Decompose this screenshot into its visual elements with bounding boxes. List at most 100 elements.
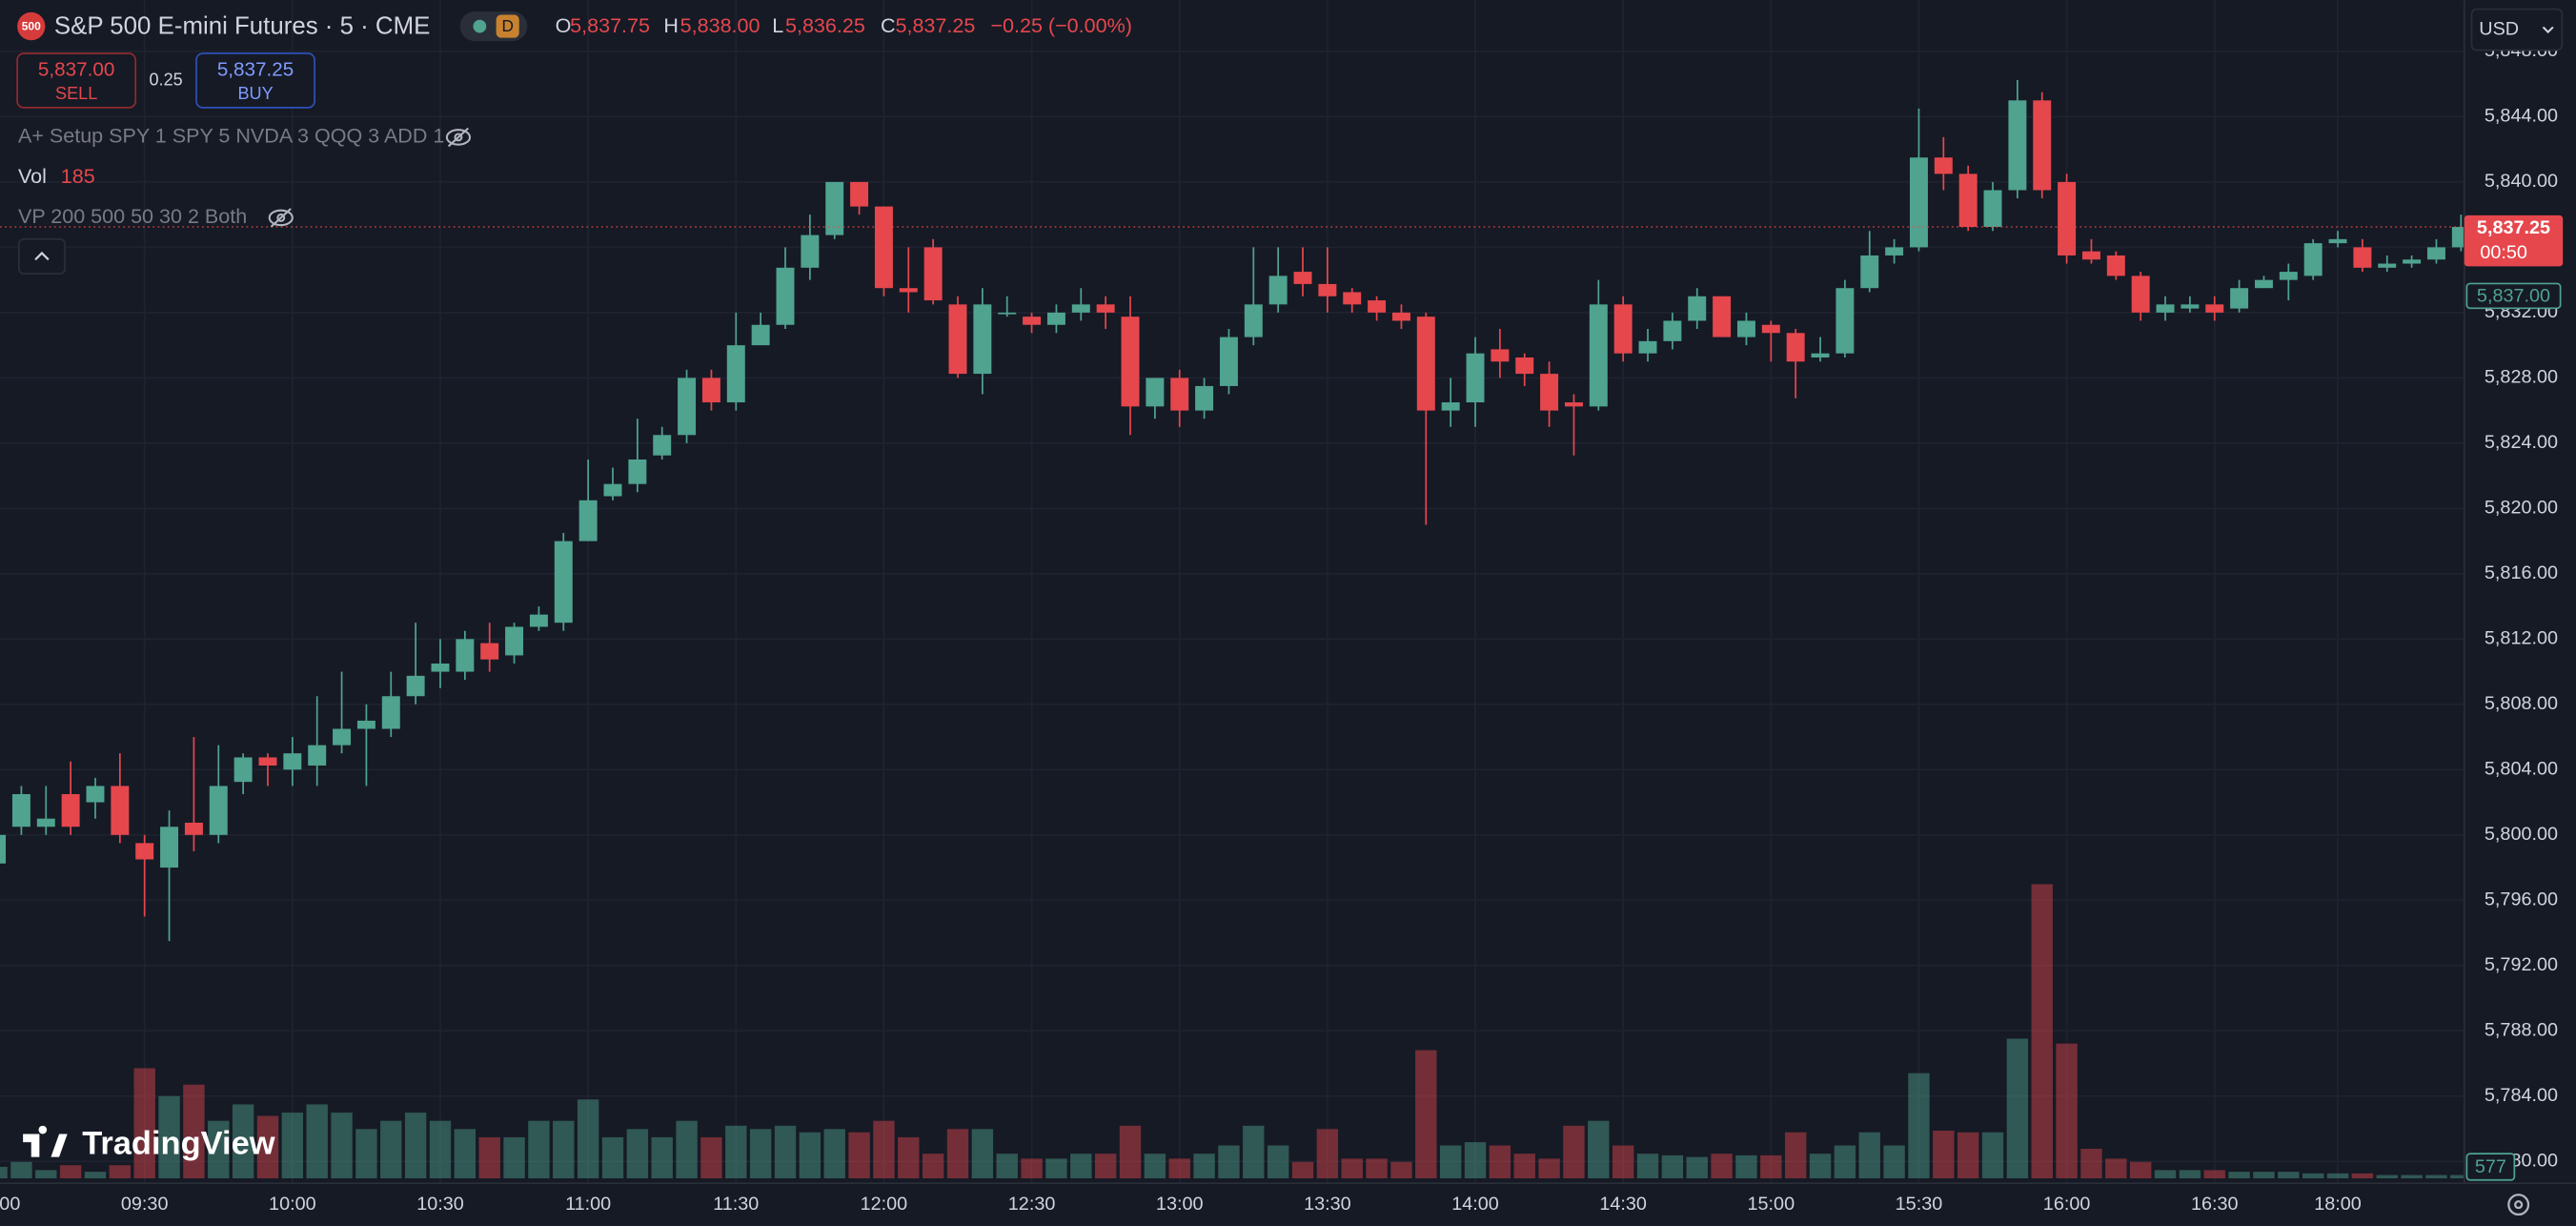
candle-body [1811,353,1830,358]
volume-legend-key[interactable]: Vol [18,165,47,188]
volume-bar [700,1136,722,1179]
volume-bar [2006,1038,2029,1179]
settings-icon[interactable] [2507,1194,2530,1216]
candle-body [2180,304,2200,309]
indicator-legend[interactable]: A+ Setup SPY 1 SPY 5 NVDA 3 QQQ 3 ADD 1 [18,125,444,148]
volume-legend-value: 185 [61,165,95,188]
volume-bar [2278,1172,2300,1179]
candles [0,79,2464,942]
grid [0,0,2464,1184]
hide-icon[interactable] [445,127,472,148]
candle-body [1663,320,1682,341]
ohlc-value: 5,837.75 [570,14,650,37]
candle-body [2058,181,2077,255]
interval-badge-text: D [501,16,513,35]
candle-body [1195,385,1214,411]
volume-bar [799,1132,821,1179]
candle-body [308,745,327,766]
candle-body [431,664,450,672]
price-axis-bg [2464,0,2576,1184]
volume-bar [1661,1154,1684,1179]
volume-bar [1243,1125,1265,1179]
volume-bar [1588,1120,1610,1179]
candle-body [11,793,30,828]
x-tick-label: 15:00 [1748,1194,1795,1215]
volume-bar [256,1115,279,1179]
volume-bar [1711,1154,1733,1179]
price-label-box [2464,215,2564,267]
candle-body [678,378,697,436]
candle-body [1244,304,1263,337]
candle-body [1934,157,1953,174]
ohlc-key: H [663,14,679,37]
x-tick-label: 14:30 [1599,1194,1647,1215]
volume-bar [1168,1158,1190,1179]
candle-body [2328,238,2347,244]
volume-bar [158,1095,180,1179]
candle-body [899,288,918,293]
hide-icon[interactable] [268,208,294,228]
candle-body [1096,304,1115,313]
volume-bar [601,1136,624,1179]
volume-bar [1636,1154,1659,1179]
y-tick-label: 5,800.00 [2485,824,2558,845]
price-label: 5,837.25 [2477,217,2550,238]
volume-bar [2401,1175,2423,1179]
candle-body [2378,263,2397,268]
candle-body [1836,288,1855,354]
volume-bar [749,1129,772,1179]
x-tick-label: 12:00 [861,1194,908,1215]
candle-body [1318,283,1337,296]
volume-bar [1291,1161,1314,1179]
volume-bar [2179,1170,2201,1179]
sell-button[interactable] [16,52,137,109]
volume-bar [478,1136,500,1179]
candle-body [209,786,228,835]
candle-body [2451,226,2464,248]
sell-price: 5,837.00 [38,59,114,81]
candle-body [776,267,795,325]
volume-bar [725,1125,747,1179]
x-tick-label: 15:30 [1896,1194,1943,1215]
candle-body [874,206,893,289]
buy-button[interactable] [195,52,315,109]
candle-body [2131,276,2150,313]
volume-bar [2056,1043,2078,1179]
volume-bar [2253,1172,2275,1179]
candle-body [1219,337,1238,386]
volume-bar [1760,1154,1782,1179]
price-label-box [2465,282,2562,310]
volume-bar [1883,1145,1905,1179]
indicator-legend[interactable]: VP 200 500 50 30 2 Both [18,205,247,228]
volume-bar [1834,1145,1856,1179]
volume-bar [528,1120,550,1179]
volume-bar [2302,1173,2324,1179]
volume-bar [922,1154,944,1179]
candle-body [456,639,475,672]
candle-body [1958,174,1978,227]
candle-body [480,643,499,660]
x-tick-label: 13:00 [1156,1194,1204,1215]
volume-label: 577 [2475,1156,2506,1177]
symbol-title[interactable]: S&P 500 E-mini Futures · 5 · CME [54,12,430,39]
currency-button[interactable] [2470,8,2564,51]
candle-body [2230,288,2249,309]
x-tick-label: 10:00 [269,1194,316,1215]
candle-body [751,324,770,346]
volume-bar [1415,1050,1437,1179]
candle-body [603,483,622,497]
volume-label-box [2465,1153,2516,1181]
y-tick-label: 5,840.00 [2485,171,2558,192]
x-tick-label: 18:00 [2314,1194,2362,1215]
volume-bar [1193,1154,1215,1179]
candle-body [36,818,55,828]
collapse-button[interactable] [17,237,66,275]
candle-body [529,614,548,627]
x-tick-label: 16:30 [2191,1194,2239,1215]
candle-body [1071,304,1090,313]
volume-bar [1267,1145,1289,1179]
candle-body [111,786,130,835]
candle-body [233,757,253,783]
